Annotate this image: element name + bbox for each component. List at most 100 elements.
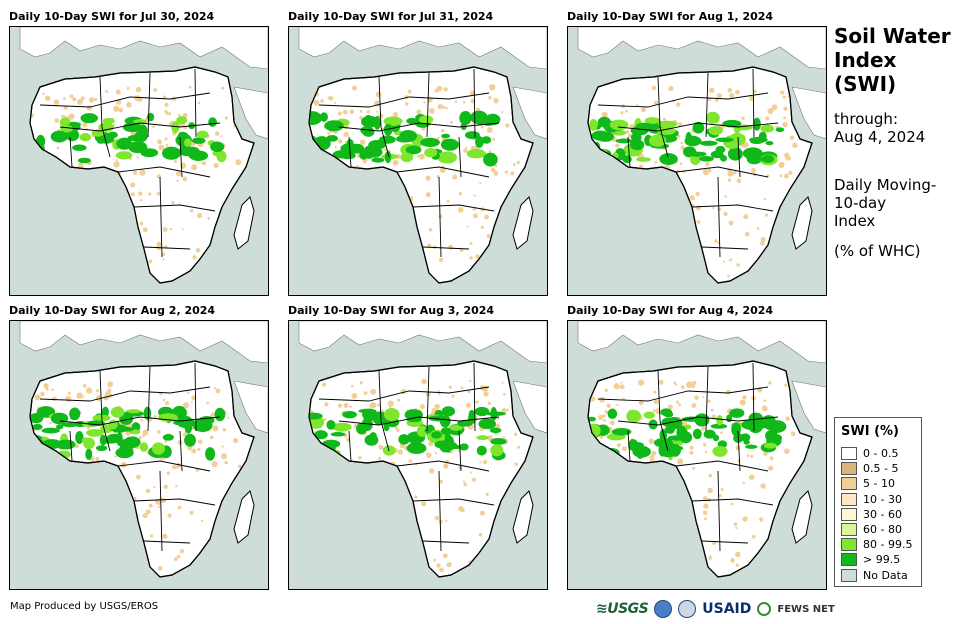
swi-wet-blob	[191, 137, 206, 144]
swi-speckle	[366, 110, 370, 114]
swi-speckle	[764, 213, 769, 217]
swi-speckle	[651, 450, 657, 456]
swi-speckle	[771, 104, 778, 111]
swi-speckle	[378, 444, 384, 450]
swi-speckle	[446, 199, 450, 203]
swi-wet-blob	[428, 415, 449, 422]
swi-speckle	[164, 102, 169, 107]
panel-title: Daily 10-Day SWI for Jul 30, 2024	[9, 10, 215, 23]
swi-speckle	[673, 381, 676, 384]
swi-wet-blob	[102, 117, 115, 124]
swi-speckle	[729, 92, 735, 99]
index-description: Daily Moving- 10-day Index	[834, 176, 970, 230]
swi-speckle	[703, 443, 707, 447]
swi-wet-blob	[41, 427, 60, 434]
swi-speckle	[157, 430, 161, 434]
legend-item: 0.5 - 5	[841, 461, 921, 476]
swi-speckle	[708, 556, 712, 560]
swi-speckle	[105, 89, 109, 93]
swi-wet-blob	[314, 136, 329, 147]
swi-wet-blob	[115, 151, 133, 160]
swi-wet-blob	[644, 117, 661, 125]
swi-speckle	[171, 200, 175, 205]
swi-speckle	[756, 227, 760, 231]
swi-wet-blob	[309, 111, 322, 126]
swi-speckle	[313, 99, 320, 106]
swi-speckle	[434, 452, 438, 455]
noaa-logo-icon	[654, 600, 673, 618]
swi-speckle	[723, 211, 728, 217]
country-border	[717, 470, 721, 552]
swi-speckle	[742, 395, 747, 400]
swi-speckle	[140, 418, 143, 422]
country-border	[717, 176, 721, 258]
swi-speckle	[450, 120, 454, 124]
swi-wet-blob	[478, 418, 497, 430]
swi-speckle	[115, 158, 118, 162]
swi-speckle	[437, 136, 440, 140]
country-border	[348, 430, 352, 462]
swi-speckle	[489, 83, 496, 91]
swi-speckle	[426, 452, 432, 458]
swi-speckle	[654, 160, 658, 164]
swi-speckle	[720, 431, 723, 435]
swi-speckle	[132, 448, 135, 451]
swi-wet-blob	[760, 124, 775, 133]
swi-speckle	[235, 159, 242, 166]
arabia-landmass	[791, 86, 826, 140]
swi-wet-blob	[630, 132, 642, 142]
swi-wet-blob	[330, 432, 346, 437]
swi-speckle	[750, 454, 754, 459]
swi-speckle	[42, 92, 45, 96]
country-border	[617, 416, 779, 426]
swi-speckle	[136, 156, 140, 159]
swi-speckle	[768, 381, 772, 385]
swi-speckle	[504, 170, 509, 174]
country-border	[701, 246, 749, 250]
swi-speckle	[78, 162, 84, 169]
swi-speckle	[681, 385, 685, 389]
swi-speckle	[768, 465, 774, 471]
swi-speckle	[45, 95, 51, 101]
swi-speckle	[407, 89, 412, 94]
swi-wet-blob	[609, 119, 629, 131]
swi-wet-blob	[30, 413, 44, 424]
swi-speckle	[501, 381, 504, 384]
swi-wet-blob	[384, 150, 392, 164]
swi-speckle	[475, 107, 480, 112]
swi-speckle	[712, 206, 715, 210]
swi-speckle	[157, 566, 163, 571]
swi-fill	[309, 362, 521, 573]
swi-wet-blob	[360, 126, 372, 135]
country-border	[69, 430, 73, 462]
swi-speckle	[53, 99, 60, 106]
swi-wet-blob	[162, 433, 175, 441]
swi-speckle	[486, 127, 493, 133]
swi-speckle	[396, 428, 400, 432]
swi-speckle	[652, 409, 656, 413]
legend-label: No Data	[863, 568, 908, 582]
swi-wet-blob	[765, 140, 774, 146]
swi-wet-blob	[196, 130, 209, 139]
swi-wet-blob	[466, 149, 486, 159]
swi-speckle	[418, 153, 425, 160]
swi-wet-blob	[743, 439, 750, 445]
swi-speckle	[363, 161, 366, 164]
swi-wet-blob	[171, 121, 180, 134]
swi-speckle	[782, 95, 786, 99]
swi-wet-blob	[708, 125, 723, 136]
legend-swatch	[841, 553, 857, 567]
swi-speckle	[54, 118, 60, 123]
swi-speckle	[214, 131, 220, 136]
swi-speckle	[621, 446, 627, 452]
swi-speckle	[730, 558, 735, 563]
swi-speckle	[43, 383, 49, 389]
arabia-landmass	[791, 380, 826, 434]
swi-speckle	[724, 195, 727, 198]
swi-speckle	[482, 459, 488, 465]
swi-fill	[588, 362, 797, 567]
swi-speckle	[448, 385, 453, 389]
legend-item: 80 - 99.5	[841, 537, 921, 552]
swi-speckle	[76, 98, 83, 105]
swi-speckle	[436, 85, 443, 92]
